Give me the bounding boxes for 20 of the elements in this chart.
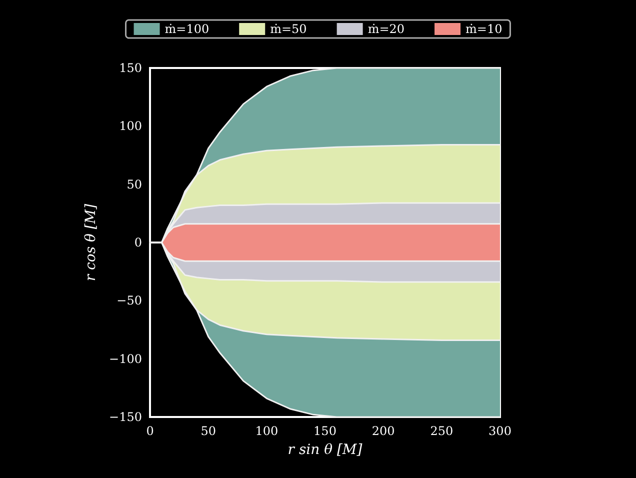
x-tick-label: 150 [314,424,336,438]
x-tick-label: 250 [430,424,454,438]
x-tick-label: 0 [146,424,154,438]
y-tick-label: 0 [134,236,142,250]
legend-label: ṁ=100 [164,22,210,36]
y-tick-label: 50 [126,177,142,192]
x-tick-label: 50 [200,424,216,438]
legend-label: ṁ=20 [368,22,405,36]
y-tick-label: −150 [109,410,142,424]
legend-label: ṁ=50 [270,22,307,36]
y-tick-label: 100 [119,119,142,134]
y-tick-label: −100 [109,352,142,366]
legend-label: ṁ=10 [466,22,502,36]
y-tick-label: 150 [119,61,142,75]
x-tick-label: 300 [488,424,512,438]
x-tick-label: 200 [372,424,395,438]
x-tick-label: 100 [255,424,278,438]
y-tick-label: −50 [116,294,142,308]
y-axis-title: r cos θ [M] [83,203,100,282]
x-axis-title: r sin θ [M] [288,442,363,458]
